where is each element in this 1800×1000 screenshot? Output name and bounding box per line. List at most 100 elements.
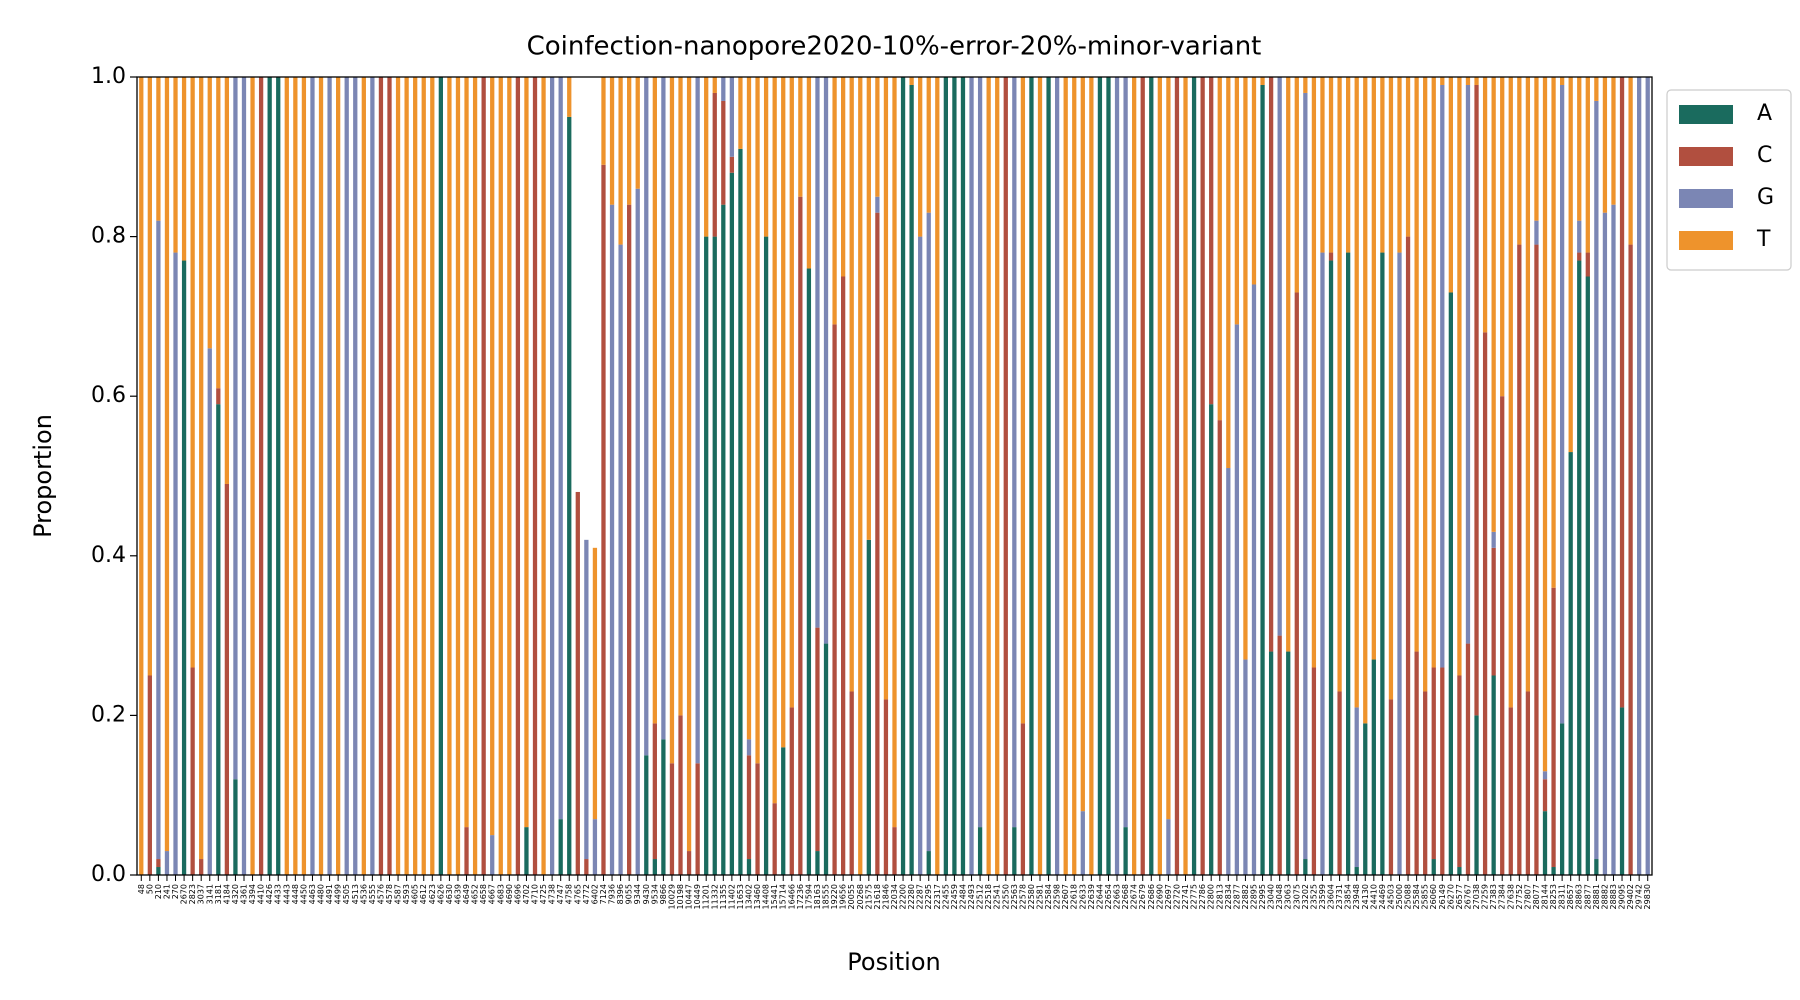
x-tick-label: 4758 [565,884,574,904]
bar-segment [592,547,598,820]
bar-segment [507,77,512,875]
x-tick-label: 26270 [1446,884,1455,909]
chart-title: Coinfection-nanopore2020-10%-error-20%-m… [527,32,1262,62]
x-tick-label: 10447 [685,884,694,909]
bar-segment [207,348,212,875]
bar-segment [156,220,161,860]
x-tick-label: 28077 [1532,884,1541,909]
x-tick-label: 23599 [1318,884,1327,909]
bar-segment [738,77,743,149]
bar-segment [746,739,752,756]
bar-segment [207,77,212,349]
x-tick-label: 22882 [1241,884,1250,909]
bar-segment [686,77,692,852]
x-tick-label: 15714 [779,884,788,909]
bar-segment [1234,324,1240,875]
x-tick-label: 4747 [556,884,565,904]
bar-segment [806,268,812,875]
x-tick-label: 22581 [1036,884,1045,909]
x-tick-label: 4480 [317,884,326,904]
bar-segment [1423,77,1428,692]
bar-segment [1097,77,1103,875]
bar-segment [524,827,529,875]
x-tick-label: 10029 [667,884,676,909]
bar-segment [695,77,700,764]
bar-segment [164,851,170,875]
x-tick-label: 29402 [1626,884,1635,909]
x-tick-label: 4410 [257,884,266,904]
bar-segment [815,627,820,852]
bar-segment [147,77,152,676]
x-tick-label: 9344 [633,884,642,904]
x-tick-label: 22690 [1155,884,1164,909]
bar-segment [378,77,384,875]
bar-segment [1149,77,1154,875]
bar-segment [1080,811,1085,875]
bar-segment [995,77,1000,875]
x-tick-label: 23063 [1284,884,1293,909]
x-tick-label: 17236 [796,884,805,909]
bar-segment [1346,252,1351,875]
bar-segment [1380,252,1385,875]
bar-segment [327,77,332,875]
bar-segment [541,77,546,875]
bar-segment [935,77,940,875]
x-tick-label: 11653 [736,884,745,909]
x-tick-label: 4587 [394,884,403,904]
bar-segment [1209,404,1214,875]
legend-swatch [1679,189,1733,208]
x-tick-label: 22663 [1113,884,1122,909]
bar-segment [1294,77,1299,293]
bar-segment [849,77,854,692]
bar-segment [181,260,187,875]
x-tick-label: 22584 [1044,884,1053,909]
bar-segment [618,244,623,875]
bar-segment [849,691,854,875]
bar-segment [1440,667,1445,875]
bar-segment [173,252,178,875]
bar-segment [729,156,735,173]
bar-segment [1482,332,1488,875]
x-tick-label: 27383 [1489,884,1498,909]
x-tick-label: 22686 [1147,884,1156,909]
bar-segment [524,77,529,828]
plot-frame [136,76,1653,876]
bar-segment [1346,77,1351,253]
x-tick-label: 9055 [625,884,634,904]
bar-segment [969,77,974,875]
bar-segment [746,859,752,875]
bar-segment [1474,84,1479,716]
bar-segment [336,77,341,875]
bar-segment [635,188,640,876]
bar-segment [1166,819,1171,875]
bar-segment [1431,77,1436,668]
bar-segment [1542,779,1548,812]
bar-segment [601,77,606,165]
bar-segment [464,827,469,875]
bar-segment [1243,659,1248,875]
bar-segment [772,77,777,804]
bar-segment [1414,77,1419,652]
x-tick-label: 22541 [993,884,1002,909]
bar-segment [1089,77,1094,875]
bar-segment [1440,84,1445,668]
legend-label: A [1757,101,1772,126]
x-tick-label: 27384 [1498,884,1507,909]
bar-segment [1277,77,1282,636]
bar-segment [609,204,615,875]
bar-segment [421,77,426,875]
bar-segment [789,77,794,708]
x-tick-label: 22598 [1053,884,1062,909]
x-tick-label: 210 [154,884,163,899]
bar-segment [147,675,152,875]
x-tick-label: 4491 [325,884,334,904]
bar-segment [1594,100,1599,860]
x-tick-label: 22668 [1121,884,1130,909]
x-tick-label: 22493 [967,884,976,909]
bar-segment [1500,396,1505,875]
x-tick-label: 4505 [342,884,351,904]
bar-segment [549,77,555,875]
x-tick-label: 14408 [762,884,771,909]
bar-segment [1525,77,1531,692]
bar-segment [1371,77,1376,660]
